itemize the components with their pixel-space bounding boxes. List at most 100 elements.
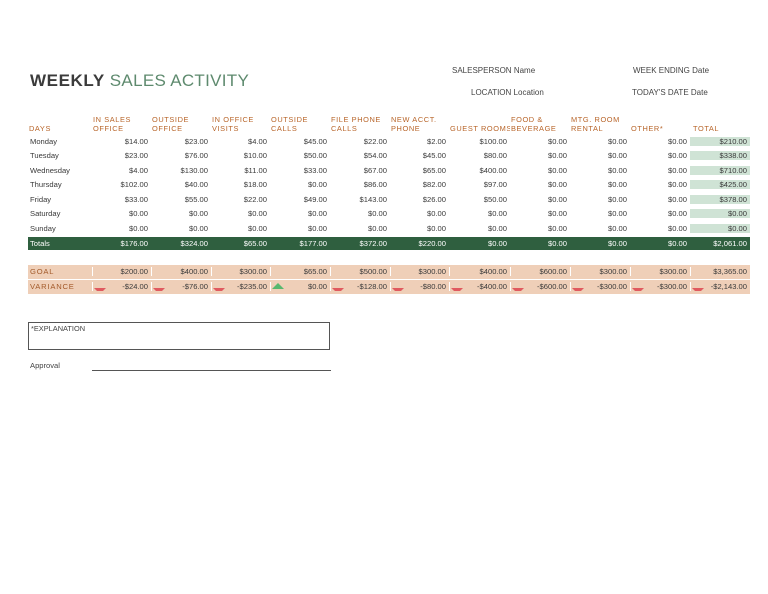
value-cell[interactable]: $102.00 xyxy=(120,180,148,190)
goal-cell[interactable]: $600.00 xyxy=(510,267,570,276)
explanation-box[interactable]: *EXPLANATION xyxy=(28,322,330,350)
totals-cell[interactable]: $0.00 xyxy=(667,238,687,248)
value-cell[interactable]: $0.00 xyxy=(367,209,387,219)
value-cell[interactable]: $97.00 xyxy=(483,180,507,190)
value-cell[interactable]: $4.00 xyxy=(247,136,267,146)
value-cell[interactable]: $0.00 xyxy=(607,136,627,146)
value-cell[interactable]: $0.00 xyxy=(667,151,687,161)
value-cell[interactable]: $45.00 xyxy=(422,151,446,161)
value-cell[interactable]: $0.00 xyxy=(426,209,446,219)
value-cell[interactable]: $0.00 xyxy=(607,194,627,204)
goal-cell[interactable]: $300.00 xyxy=(630,267,690,276)
value-cell[interactable]: $0.00 xyxy=(667,194,687,204)
totals-cell[interactable]: $0.00 xyxy=(487,238,507,248)
value-cell[interactable]: $2.00 xyxy=(426,136,446,146)
value-cell[interactable]: $18.00 xyxy=(243,180,267,190)
value-cell[interactable]: $33.00 xyxy=(124,194,148,204)
value-cell[interactable]: $55.00 xyxy=(184,194,208,204)
value-cell[interactable]: $14.00 xyxy=(124,136,148,146)
value-cell[interactable]: $0.00 xyxy=(667,165,687,175)
row-total-cell[interactable]: $710.00 xyxy=(690,165,750,175)
variance-cell[interactable]: -$76.00 xyxy=(151,282,211,291)
value-cell[interactable]: $143.00 xyxy=(359,194,387,204)
variance-cell[interactable]: -$400.00 xyxy=(449,282,510,291)
value-cell[interactable]: $0.00 xyxy=(667,180,687,190)
value-cell[interactable]: $22.00 xyxy=(363,136,387,146)
value-cell[interactable]: $0.00 xyxy=(128,223,148,233)
value-cell[interactable]: $0.00 xyxy=(547,136,567,146)
row-total-cell[interactable]: $0.00 xyxy=(690,223,750,233)
value-cell[interactable]: $49.00 xyxy=(303,194,327,204)
value-cell[interactable]: $0.00 xyxy=(547,151,567,161)
value-cell[interactable]: $0.00 xyxy=(547,194,567,204)
value-cell[interactable]: $0.00 xyxy=(547,223,567,233)
goal-cell[interactable]: $500.00 xyxy=(330,267,390,276)
value-cell[interactable]: $0.00 xyxy=(307,209,327,219)
value-cell[interactable]: $0.00 xyxy=(547,209,567,219)
todays-date-value[interactable]: Date xyxy=(690,88,708,97)
variance-cell[interactable]: -$80.00 xyxy=(390,282,449,291)
row-total-cell[interactable]: $210.00 xyxy=(690,136,750,146)
totals-cell[interactable]: $372.00 xyxy=(359,238,387,248)
value-cell[interactable]: $50.00 xyxy=(483,194,507,204)
value-cell[interactable]: $11.00 xyxy=(244,165,267,175)
salesperson-value[interactable]: Name xyxy=(513,66,536,75)
value-cell[interactable]: $130.00 xyxy=(180,165,208,175)
value-cell[interactable]: $10.00 xyxy=(243,151,267,161)
value-cell[interactable]: $86.00 xyxy=(363,180,387,190)
totals-cell[interactable]: $0.00 xyxy=(607,238,627,248)
goal-cell[interactable]: $3,365.00 xyxy=(690,267,750,276)
value-cell[interactable]: $26.00 xyxy=(422,194,446,204)
value-cell[interactable]: $0.00 xyxy=(128,209,148,219)
value-cell[interactable]: $0.00 xyxy=(188,209,208,219)
value-cell[interactable]: $40.00 xyxy=(184,180,208,190)
variance-cell[interactable]: -$300.00 xyxy=(570,282,630,291)
row-total-cell[interactable]: $338.00 xyxy=(690,151,750,161)
value-cell[interactable]: $65.00 xyxy=(422,165,446,175)
week-ending-value[interactable]: Date xyxy=(692,66,710,75)
totals-cell[interactable]: $177.00 xyxy=(299,238,327,248)
value-cell[interactable]: $0.00 xyxy=(247,223,267,233)
goal-cell[interactable]: $300.00 xyxy=(570,267,630,276)
goal-cell[interactable]: $300.00 xyxy=(390,267,449,276)
value-cell[interactable]: $45.00 xyxy=(303,136,327,146)
row-total-cell[interactable]: $378.00 xyxy=(690,194,750,204)
value-cell[interactable]: $33.00 xyxy=(303,165,327,175)
value-cell[interactable]: $0.00 xyxy=(547,165,567,175)
variance-cell[interactable]: -$2,143.00 xyxy=(690,282,750,291)
week-ending-field[interactable]: WEEK ENDING Date xyxy=(633,66,709,75)
value-cell[interactable]: $0.00 xyxy=(426,223,446,233)
totals-cell[interactable]: $2,061.00 xyxy=(713,238,747,248)
totals-cell[interactable]: $176.00 xyxy=(120,238,148,248)
goal-cell[interactable]: $65.00 xyxy=(270,267,330,276)
value-cell[interactable]: $0.00 xyxy=(247,209,267,219)
totals-cell[interactable]: $65.00 xyxy=(243,238,267,248)
value-cell[interactable]: $0.00 xyxy=(367,223,387,233)
goal-cell[interactable]: $300.00 xyxy=(211,267,270,276)
value-cell[interactable]: $4.00 xyxy=(128,165,148,175)
value-cell[interactable]: $0.00 xyxy=(667,209,687,219)
value-cell[interactable]: $400.00 xyxy=(479,165,507,175)
value-cell[interactable]: $23.00 xyxy=(124,151,148,161)
value-cell[interactable]: $67.00 xyxy=(363,165,387,175)
row-total-cell[interactable]: $425.00 xyxy=(690,180,750,190)
row-total-cell[interactable]: $0.00 xyxy=(690,209,750,219)
value-cell[interactable]: $0.00 xyxy=(487,209,507,219)
value-cell[interactable]: $54.00 xyxy=(363,151,387,161)
value-cell[interactable]: $0.00 xyxy=(307,223,327,233)
value-cell[interactable]: $0.00 xyxy=(607,209,627,219)
value-cell[interactable]: $0.00 xyxy=(667,136,687,146)
value-cell[interactable]: $0.00 xyxy=(607,151,627,161)
value-cell[interactable]: $0.00 xyxy=(547,180,567,190)
value-cell[interactable]: $0.00 xyxy=(487,223,507,233)
goal-cell[interactable]: $400.00 xyxy=(449,267,510,276)
goal-cell[interactable]: $200.00 xyxy=(92,267,151,276)
value-cell[interactable]: $0.00 xyxy=(307,180,327,190)
goal-cell[interactable]: $400.00 xyxy=(151,267,211,276)
todays-date-field[interactable]: TODAY'S DATE Date xyxy=(632,88,708,97)
variance-cell[interactable]: -$24.00 xyxy=(92,282,151,291)
value-cell[interactable]: $0.00 xyxy=(607,165,627,175)
totals-cell[interactable]: $220.00 xyxy=(418,238,446,248)
value-cell[interactable]: $0.00 xyxy=(667,223,687,233)
value-cell[interactable]: $23.00 xyxy=(184,136,208,146)
